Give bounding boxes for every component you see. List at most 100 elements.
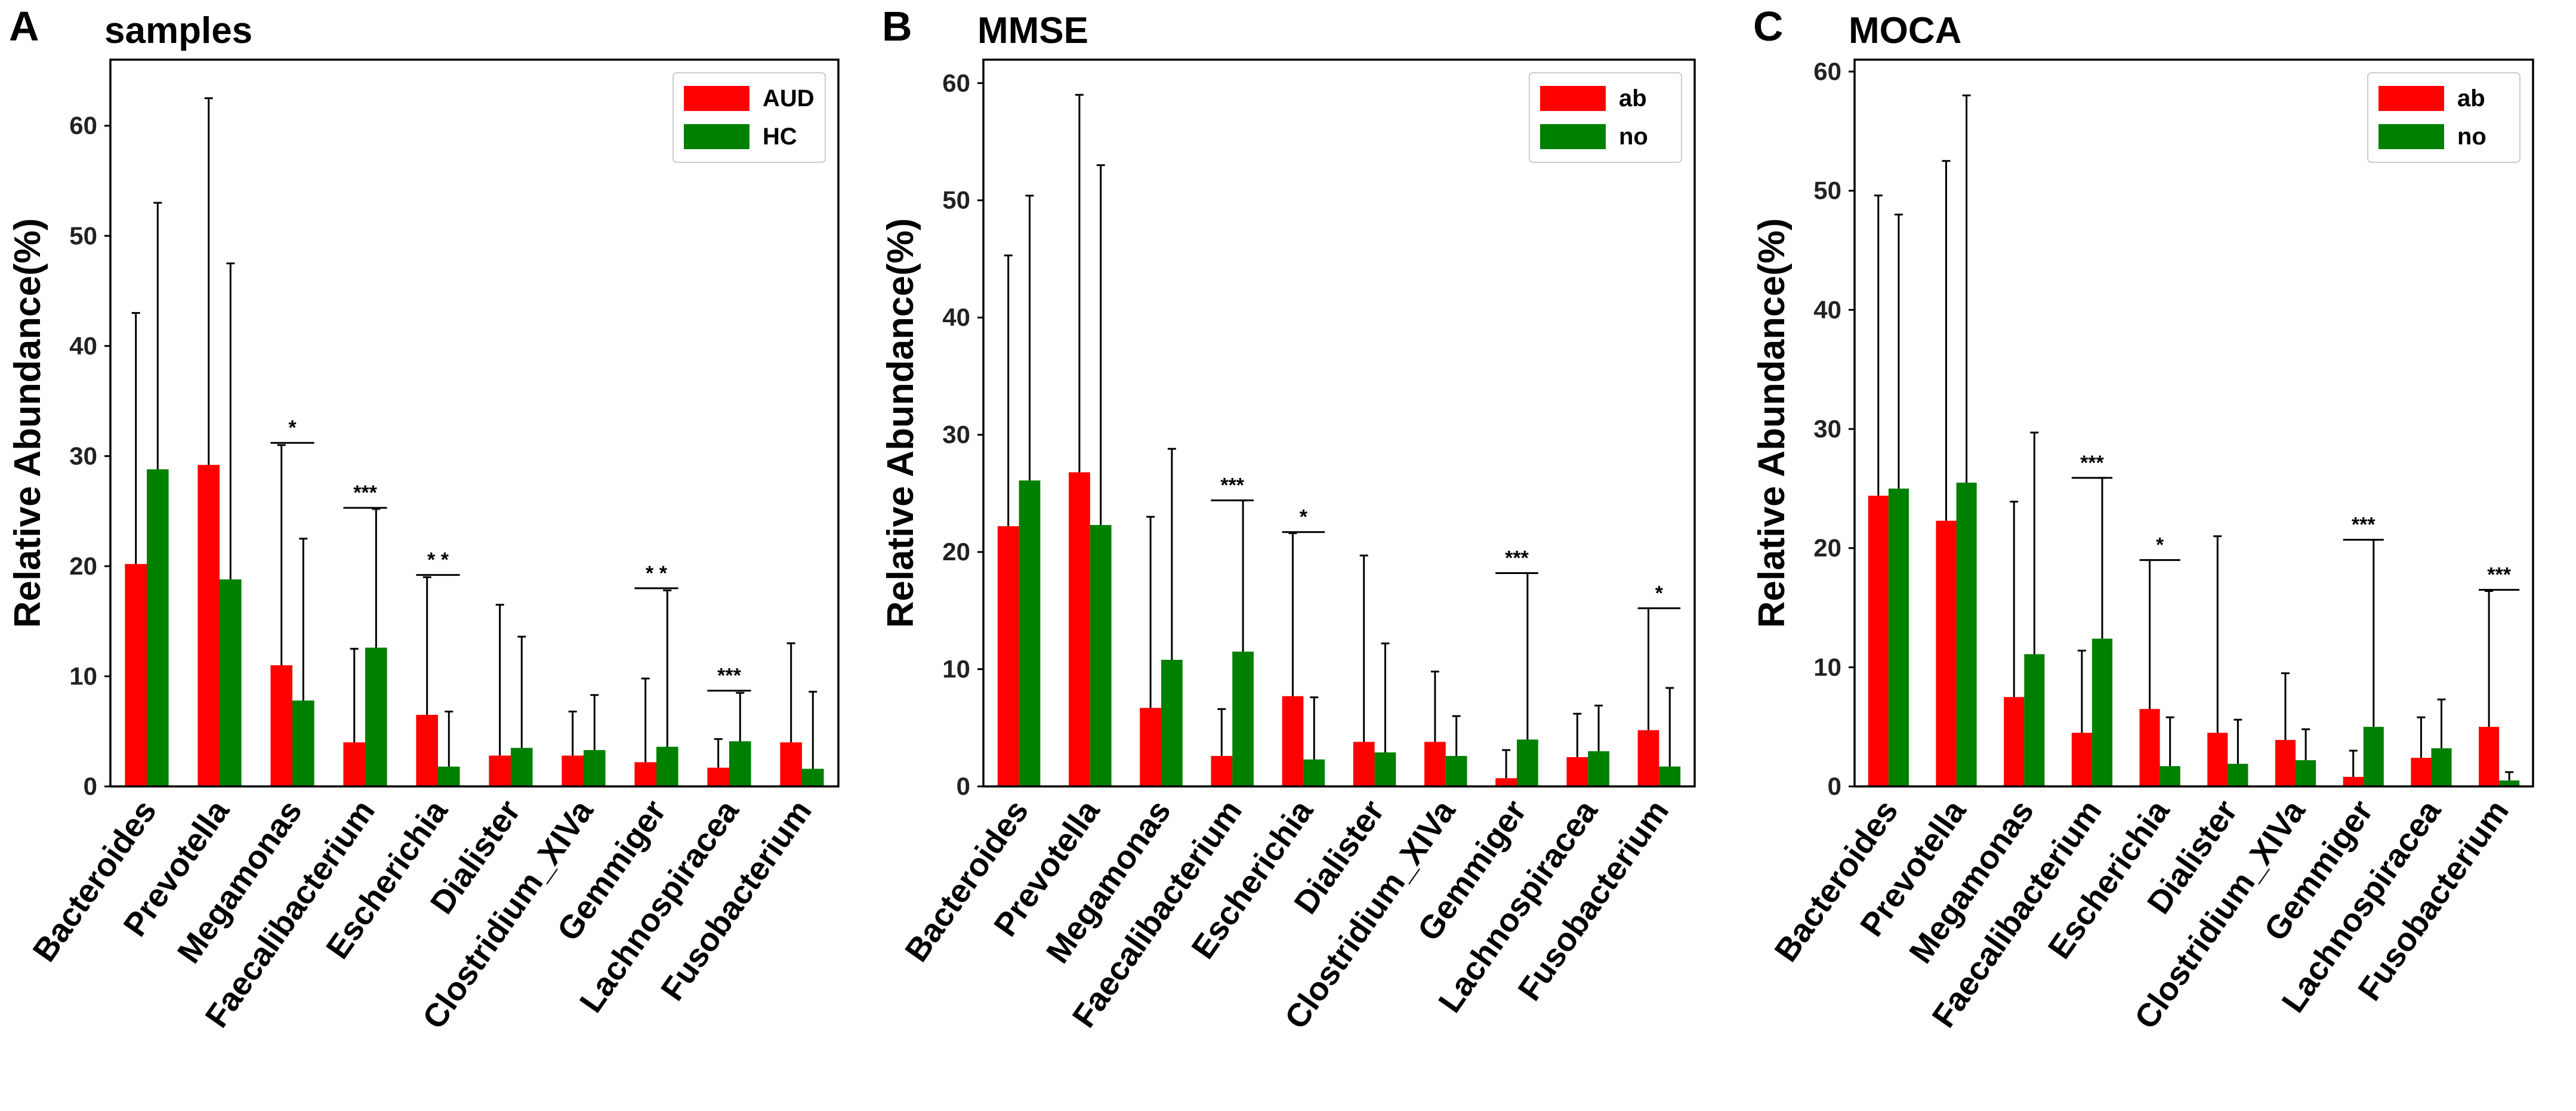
bar-aud-prevotella xyxy=(198,465,220,786)
y-tick-label: 10 xyxy=(1813,653,1841,681)
bar-no-faecalibacterium xyxy=(2091,638,2113,786)
bar-aud-dialister xyxy=(489,755,511,786)
bar-ab-dialister xyxy=(2207,733,2228,786)
significance-label: * xyxy=(288,416,297,439)
legend: ab no xyxy=(1529,72,1682,163)
significance-label: *** xyxy=(1220,474,1244,497)
bar-ab-lachnospiracea xyxy=(2411,758,2432,786)
bar-ab-faecalibacterium xyxy=(2071,733,2092,786)
legend-swatch-no xyxy=(2378,124,2444,149)
bar-ab-fusobacterium xyxy=(1637,730,1659,786)
bar-ab-bacteroides xyxy=(1868,495,1889,786)
bar-aud-megamonas xyxy=(270,665,292,786)
bar-no-escherichia xyxy=(1303,759,1325,786)
bar-ab-prevotella xyxy=(1936,520,1957,786)
plot-frame xyxy=(1853,58,2534,788)
bar-no-dialister xyxy=(2228,764,2248,786)
y-tick-label: 40 xyxy=(1813,295,1841,323)
plot-frame xyxy=(109,58,840,788)
y-tick-label: 20 xyxy=(69,552,97,580)
y-tick-label: 0 xyxy=(957,772,970,800)
bar-no-lachnospiracea xyxy=(2431,748,2452,786)
significance-label: *** xyxy=(2487,564,2511,587)
panel-letter: B xyxy=(882,3,912,50)
significance-label: * * xyxy=(646,562,668,585)
panel-title: MMSE xyxy=(977,10,1088,51)
bar-ab-dialister xyxy=(1353,742,1375,786)
bar-ab-gemmiger xyxy=(2343,777,2364,786)
bar-no-prevotella xyxy=(1090,524,1112,786)
bar-ab-escherichia xyxy=(2139,709,2160,786)
bar-hc-gemmiger xyxy=(656,746,678,786)
bar-no-clostridium_xiva xyxy=(2296,760,2316,786)
bar-no-fusobacterium xyxy=(2499,780,2520,786)
y-tick-label: 60 xyxy=(1813,57,1841,85)
legend: ab no xyxy=(2367,72,2521,163)
bar-no-gemmiger xyxy=(2363,727,2384,786)
y-axis-label: Relative Abundance(%) xyxy=(880,218,921,628)
significance-label: *** xyxy=(2080,452,2104,474)
legend: AUD HC xyxy=(672,72,826,163)
bar-no-lachnospiracea xyxy=(1588,751,1609,786)
bar-ab-prevotella xyxy=(1069,472,1090,786)
y-tick-label: 40 xyxy=(69,332,97,360)
bar-ab-bacteroides xyxy=(997,526,1019,786)
y-tick-label: 50 xyxy=(1813,177,1841,205)
bar-aud-bacteroides xyxy=(125,564,147,786)
y-tick-label: 20 xyxy=(1813,534,1841,562)
legend-label-no: no xyxy=(1619,124,1648,150)
bar-hc-dialister xyxy=(511,748,533,786)
y-tick-label: 50 xyxy=(942,186,970,214)
bar-hc-escherichia xyxy=(438,766,460,786)
panel-title: MOCA xyxy=(1849,10,1961,51)
y-tick-label: 30 xyxy=(1813,415,1841,443)
panel-title: samples xyxy=(104,10,252,51)
legend-swatch-ab xyxy=(2378,86,2444,111)
y-tick-label: 30 xyxy=(942,421,970,449)
bar-no-dialister xyxy=(1374,752,1396,786)
significance-label: * * xyxy=(427,549,449,572)
panel-letter: C xyxy=(1753,3,1784,50)
bar-hc-lachnospiracea xyxy=(729,741,751,786)
bar-no-bacteroides xyxy=(1019,480,1041,786)
bar-hc-megamonas xyxy=(292,700,314,786)
x-tick-label: Bacteroides xyxy=(25,793,163,968)
bar-no-escherichia xyxy=(2159,766,2180,786)
y-tick-label: 10 xyxy=(942,655,970,683)
y-tick-label: 30 xyxy=(69,442,97,470)
bar-aud-lachnospiracea xyxy=(707,767,729,786)
bar-no-megamonas xyxy=(2024,654,2045,786)
y-tick-label: 40 xyxy=(942,303,970,331)
bar-no-prevotella xyxy=(1956,482,1977,786)
plot-frame xyxy=(982,58,1696,788)
bar-aud-gemmiger xyxy=(634,762,656,786)
bar-hc-clostridium_xiva xyxy=(584,750,606,786)
bar-ab-escherichia xyxy=(1282,696,1304,786)
bar-ab-megamonas xyxy=(1140,708,1161,786)
legend-label-aud: AUD xyxy=(763,85,815,112)
significance-label: * xyxy=(1300,506,1308,529)
y-axis-label: Relative Abundance(%) xyxy=(7,218,48,628)
bar-aud-fusobacterium xyxy=(780,742,802,786)
bar-no-clostridium_xiva xyxy=(1445,755,1467,786)
bar-hc-prevotella xyxy=(220,579,242,786)
y-axis-label: Relative Abundance(%) xyxy=(1751,218,1793,628)
bar-aud-faecalibacterium xyxy=(343,742,365,786)
bar-no-megamonas xyxy=(1161,659,1183,786)
legend-swatch-hc xyxy=(684,124,749,149)
y-tick-label: 60 xyxy=(69,112,97,140)
significance-label: * xyxy=(2156,534,2164,557)
y-tick-label: 0 xyxy=(1828,772,1841,800)
legend-label-no: no xyxy=(2457,124,2486,150)
legend-swatch-ab xyxy=(1540,86,1606,111)
bar-no-gemmiger xyxy=(1517,739,1538,786)
y-tick-label: 0 xyxy=(84,772,97,800)
bar-no-fusobacterium xyxy=(1659,766,1681,786)
y-tick-label: 50 xyxy=(69,221,97,249)
panel-letter: A xyxy=(9,3,39,50)
legend-swatch-no xyxy=(1540,124,1606,149)
bar-ab-gemmiger xyxy=(1495,778,1517,786)
